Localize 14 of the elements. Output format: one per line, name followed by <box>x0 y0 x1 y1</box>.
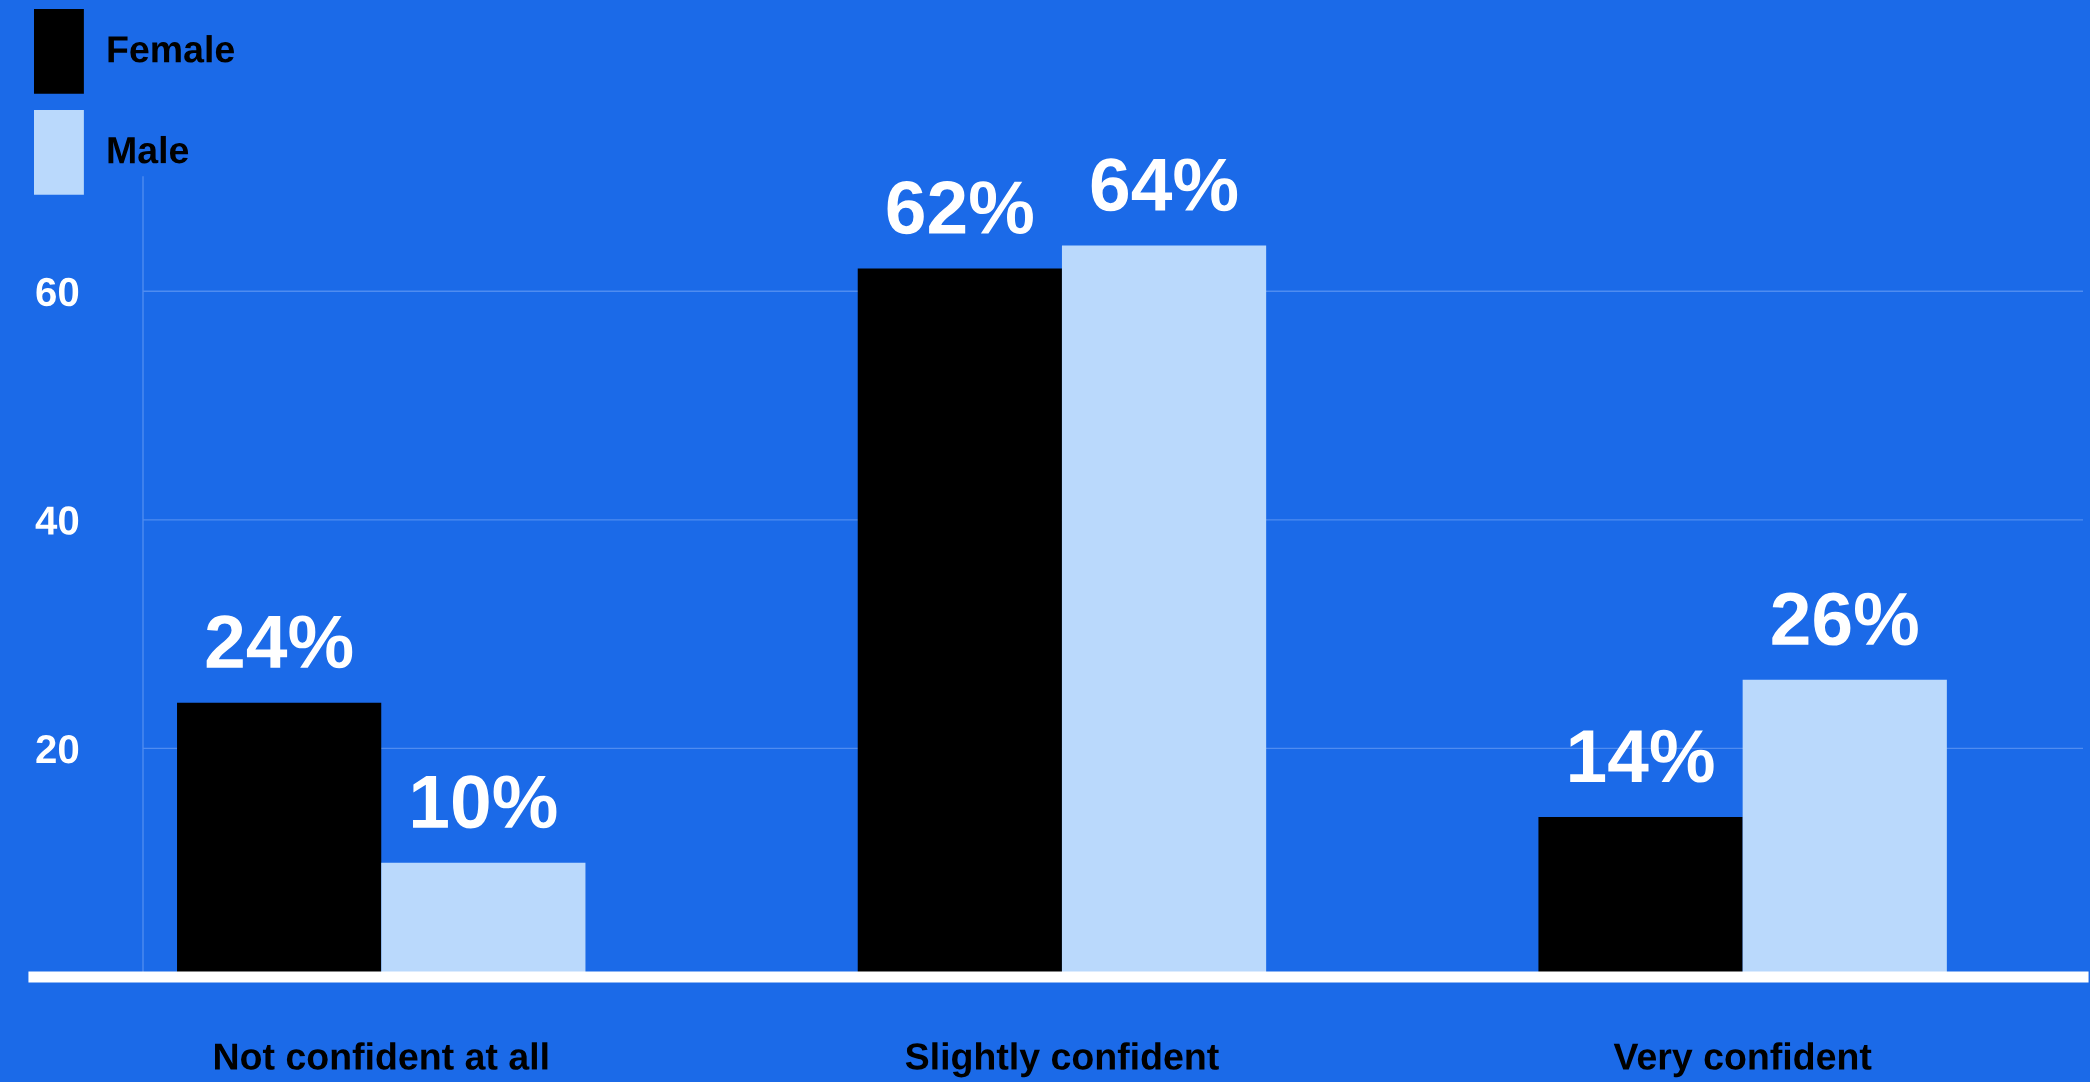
data-label: 64% <box>1091 158 1238 212</box>
x-tick-label: Slightly confident <box>905 1042 1219 1078</box>
x-tick-label: Very confident <box>1613 1042 1872 1078</box>
y-tick-label: 60 <box>36 277 79 307</box>
data-label: 26% <box>1772 592 1918 646</box>
y-tick-label: 40 <box>35 506 79 535</box>
x-tick-label: Not confident at all <box>215 1042 548 1070</box>
data-label: 10% <box>413 775 557 829</box>
data-label: 14% <box>1570 729 1714 783</box>
legend-label: Male <box>108 135 189 164</box>
y-tick-label: 20 <box>36 734 79 764</box>
data-label: 24% <box>206 615 353 669</box>
data-label: 62% <box>887 181 1033 235</box>
legend-label: Female <box>108 35 234 63</box>
